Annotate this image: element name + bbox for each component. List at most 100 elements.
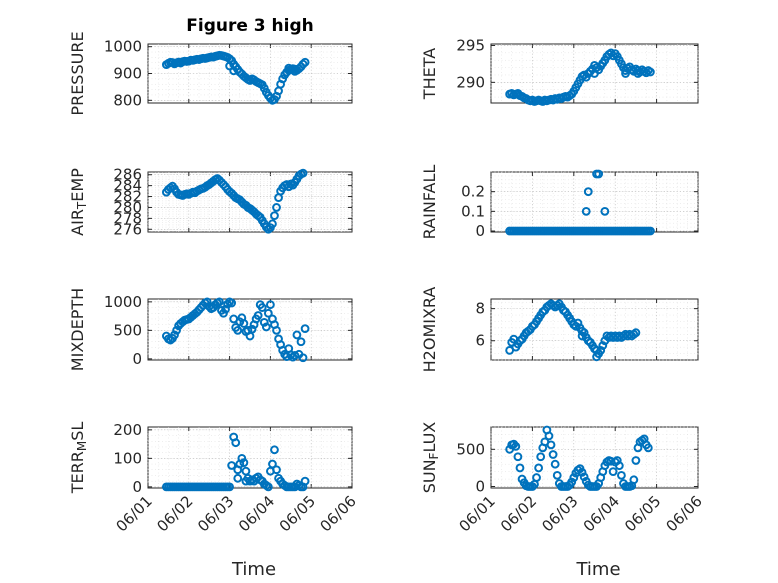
data-point xyxy=(581,206,591,216)
data-point xyxy=(241,476,251,486)
data-point xyxy=(263,308,273,318)
data-point xyxy=(300,476,310,486)
data-point xyxy=(268,219,277,229)
y-tick-label: 900 xyxy=(113,65,142,83)
y-tick-label: 284 xyxy=(113,177,142,195)
y-axis-label: SUNFLUX xyxy=(420,422,441,494)
subplot-rainfall: 0 0.10.2 RAINFALL xyxy=(420,165,699,240)
data-point xyxy=(532,473,541,482)
data-point xyxy=(621,69,630,78)
y-tick-label: 500 xyxy=(456,440,485,458)
y-tick-label: 295 xyxy=(456,36,485,54)
y-axis-label: H2OMIXRA xyxy=(420,287,439,373)
data-point xyxy=(266,300,275,310)
data-point xyxy=(233,325,243,335)
data-point xyxy=(536,452,546,462)
data-point xyxy=(579,472,589,482)
data-point xyxy=(546,440,556,450)
y-tick-label: 282 xyxy=(113,188,142,206)
data-point xyxy=(633,69,643,78)
data-point xyxy=(643,443,653,453)
data-point xyxy=(225,482,235,492)
data-point xyxy=(292,330,302,340)
x-tick-label: 06/05 xyxy=(276,492,319,535)
y-tick-label: 1000 xyxy=(104,38,142,56)
data-point xyxy=(233,473,243,483)
y-tick-label: 6 xyxy=(475,332,485,350)
subplot-theta: 290 295 THETA xyxy=(420,36,699,106)
y-tick-label: 0.2 xyxy=(461,183,485,201)
data-point xyxy=(548,450,558,459)
data-point xyxy=(608,467,618,477)
data-point xyxy=(253,311,263,320)
y-tick-label: 278 xyxy=(113,209,142,227)
data-point xyxy=(550,459,560,469)
data-point xyxy=(300,324,310,334)
data-point xyxy=(298,168,308,178)
data-point xyxy=(592,352,601,362)
data-point xyxy=(272,203,281,212)
data-point xyxy=(645,226,655,236)
data-point xyxy=(237,453,247,463)
data-point xyxy=(590,69,599,78)
x-tick-label: 06/05 xyxy=(621,492,664,535)
data-point xyxy=(645,67,655,77)
data-point xyxy=(300,57,310,67)
y-tick-label: 0 xyxy=(475,478,485,496)
data-point xyxy=(569,473,579,482)
data-point xyxy=(202,297,212,307)
data-point xyxy=(511,441,521,451)
data-point xyxy=(259,317,269,327)
data-point xyxy=(239,319,249,328)
x-tick-label: 06/01 xyxy=(456,492,499,535)
y-tick-label: 1000 xyxy=(104,293,142,311)
x-tick-label: 06/06 xyxy=(317,492,360,535)
axes-box xyxy=(147,426,353,489)
y-tick-label: 800 xyxy=(113,91,142,109)
data-point xyxy=(544,431,554,441)
y-tick-label: 0 xyxy=(132,478,142,496)
axes-box xyxy=(147,171,353,233)
data-point xyxy=(261,322,271,332)
data-point xyxy=(263,482,273,492)
data-point xyxy=(567,477,577,487)
y-tick-label: 290 xyxy=(456,73,485,91)
y-axis-label: RAINFALL xyxy=(420,165,439,240)
x-tick-label: 06/02 xyxy=(153,492,196,535)
data-point xyxy=(534,463,544,473)
data-point xyxy=(229,66,239,76)
data-point xyxy=(172,325,181,335)
data-point xyxy=(596,345,606,355)
subplot-h2o-mixra: 6 8 H2OMIXRA xyxy=(420,287,699,373)
subplot-pressure: 800 900 1000 PRESSURE Figure 3 high xyxy=(68,16,353,116)
x-tick-label: 06/02 xyxy=(497,492,540,535)
axes-box xyxy=(147,298,353,361)
data-point xyxy=(272,465,281,475)
x-tick-label: 06/03 xyxy=(194,492,237,535)
data-point xyxy=(290,351,300,360)
data-point xyxy=(272,325,281,335)
data-point xyxy=(227,461,237,470)
y-axis-label: THETA xyxy=(420,48,439,100)
x-tick-label: 06/01 xyxy=(113,492,156,535)
x-axis-label: Time xyxy=(231,559,276,580)
subplot-mixdepth: 0 500 1000 MIXDEPTH xyxy=(68,288,353,371)
y-axis-label: PRESSURE xyxy=(68,31,87,115)
data-point xyxy=(290,66,300,76)
y-tick-label: 8 xyxy=(475,300,485,318)
axes-box xyxy=(490,298,699,361)
data-point xyxy=(617,470,626,480)
data-point xyxy=(577,467,587,477)
data-point xyxy=(515,463,525,473)
y-tick-label: 500 xyxy=(113,321,142,339)
data-point xyxy=(296,337,306,347)
y-axis-label: MIXDEPTH xyxy=(68,288,87,371)
data-point xyxy=(513,452,523,462)
data-point xyxy=(573,318,583,328)
data-point xyxy=(577,331,587,341)
x-axis-label: Time xyxy=(575,559,620,580)
y-axis-label: AIRTEMP xyxy=(68,168,89,236)
y-tick-label: 0 xyxy=(475,222,485,240)
data-point xyxy=(270,211,279,221)
